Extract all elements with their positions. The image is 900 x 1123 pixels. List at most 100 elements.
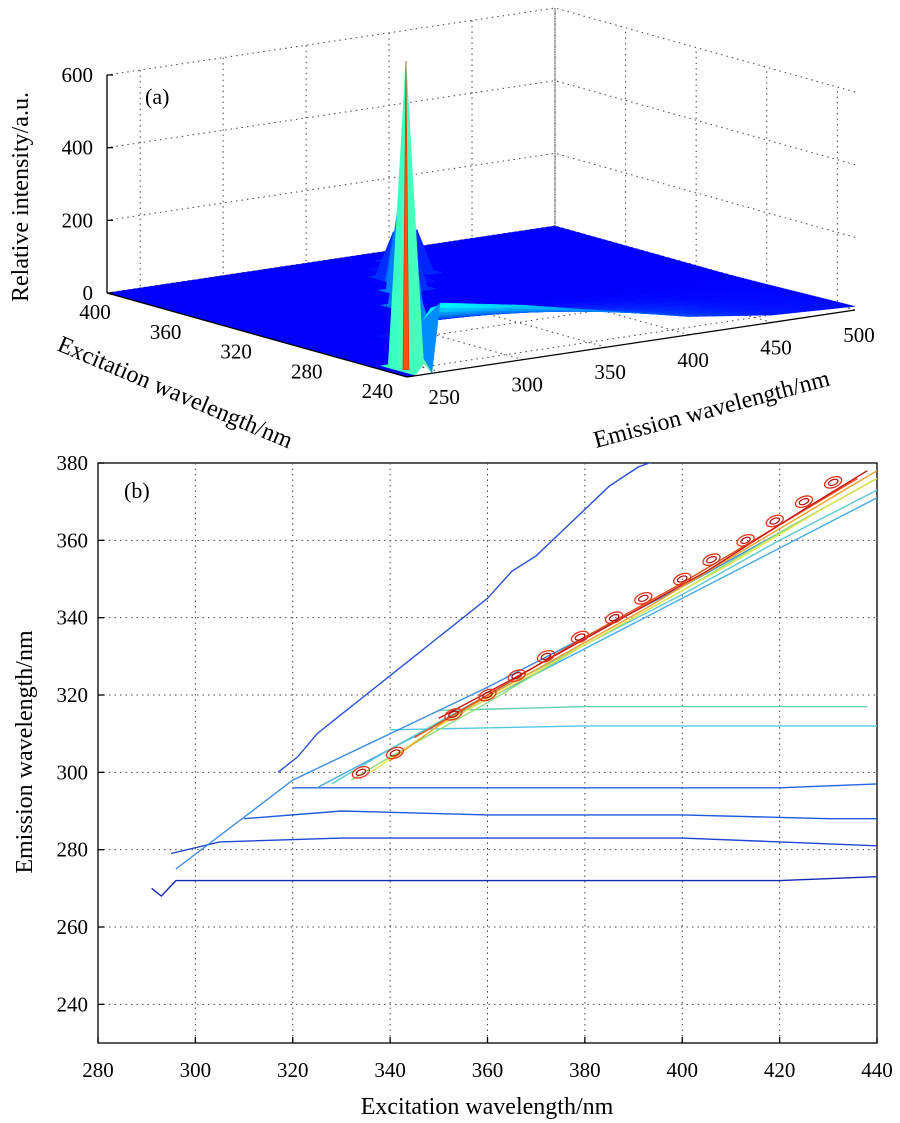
contour-line-14	[277, 463, 652, 773]
contour-y-tick-0: 240	[57, 992, 89, 1016]
contour-peak-inner-10	[706, 556, 717, 564]
excitation-gridline-4	[389, 87, 838, 373]
contour-x-tick-2: 320	[277, 1058, 309, 1082]
contour-x-tick-7: 420	[764, 1058, 796, 1082]
emission-tick-1: 300	[511, 373, 543, 397]
contour-x-tick-5: 380	[569, 1058, 601, 1082]
excitation-tick-0: 400	[79, 300, 111, 324]
excitation-axis-line	[106, 292, 408, 378]
contour-peak-outer-14	[823, 475, 843, 489]
contour-line-4	[390, 725, 877, 731]
excitation-axis-label-a: Excitation wavelength/nm	[54, 332, 297, 455]
emission-tick-5: 500	[843, 323, 875, 347]
contour-x-tick-8: 440	[861, 1058, 893, 1082]
contour-peak-inner-0	[355, 768, 367, 776]
contour-line-5	[438, 705, 868, 712]
contour-peak-outer-7	[604, 611, 624, 625]
contour-peak-inner-1	[389, 749, 401, 757]
emission-gridline-5	[554, 8, 856, 311]
contour-peak-outer-2	[444, 707, 463, 721]
emission-gridline-2	[305, 45, 607, 348]
contour-peak-inner-7	[608, 614, 620, 622]
z-tick-0: 0	[83, 281, 94, 305]
z-tick-1: 200	[62, 208, 94, 232]
emission-tick-0: 250	[428, 385, 460, 409]
surface-gridlines	[106, 7, 856, 373]
emission-gridline-3	[388, 32, 690, 336]
contour-peak-outer-10	[702, 553, 721, 567]
contour-peak-inner-2	[448, 710, 459, 718]
excitation-tick-2: 320	[220, 340, 252, 364]
contour-y-tick-1: 260	[57, 915, 89, 939]
emission-axis-label-a: Emission wavelength/nm	[591, 366, 833, 454]
contour-peak-outer-13	[794, 495, 814, 509]
contour-peak-inner-13	[798, 498, 810, 506]
contour-y-tick-2: 280	[57, 838, 89, 862]
z-gridline-3	[106, 7, 856, 93]
contour-line-1	[170, 837, 877, 855]
scatter-spike	[402, 60, 410, 370]
contour-y-axis-label: Emission wavelength/nm	[12, 630, 38, 874]
contour-lines	[151, 463, 877, 898]
contour-peak-inner-6	[574, 633, 586, 641]
contour-lines-group	[151, 463, 877, 898]
contour-y-tick-3: 300	[57, 760, 89, 784]
contour-chart-b: 280 300 320 340 360 380 400 420 440 240 260 280 300 3…	[12, 451, 893, 1120]
contour-plot-area	[97, 462, 878, 1044]
contour-peak-inner-3	[482, 691, 493, 699]
contour-peak-outer-8	[634, 591, 653, 605]
emission-tick-4: 450	[760, 335, 792, 359]
excitation-tick-3: 280	[291, 359, 323, 383]
panel-label-b: (b)	[124, 478, 150, 503]
surface-chart-a: 0 200 400 600 400 360 320 280 240 250 300 350 400 450…	[8, 7, 875, 455]
contour-peak-inner-4	[511, 672, 523, 680]
contour-x-tick-6: 400	[667, 1058, 699, 1082]
contour-x-tick-0: 280	[82, 1058, 114, 1082]
emission-gridline-0	[139, 70, 441, 373]
contour-peak-outer-4	[507, 669, 526, 683]
z-gridline-2	[106, 80, 856, 166]
contour-peak-inner-14	[827, 478, 839, 486]
emission-gridline-4	[471, 20, 773, 323]
emission-axis-line	[406, 309, 856, 378]
contour-y-tick-4: 320	[57, 683, 89, 707]
contour-line-3	[292, 783, 877, 789]
contour-line-2	[244, 810, 877, 820]
emission-gridline-1	[222, 57, 524, 361]
z-gridline-1	[106, 152, 856, 238]
contour-tick-labels: 280 300 320 340 360 380 400 420 440 240 260 280 300 3…	[57, 451, 893, 1082]
excitation-tick-1: 360	[150, 320, 182, 344]
contour-y-tick-6: 360	[57, 528, 89, 552]
z-tick-2: 400	[62, 136, 94, 160]
contour-peak-outer-9	[673, 572, 692, 586]
contour-line-13	[438, 470, 868, 719]
panel-label-a: (a)	[145, 84, 169, 109]
surface-plot	[106, 60, 856, 378]
contour-peak-outer-1	[385, 746, 405, 760]
contour-peak-outer-11	[736, 533, 755, 547]
contour-peak-inner-8	[637, 594, 649, 602]
contour-gridlines	[97, 462, 878, 1043]
contour-line-0	[151, 876, 877, 898]
surface-axes	[106, 74, 856, 378]
contour-x-axis-label: Excitation wavelength/nm	[361, 1094, 614, 1120]
contour-y-tick-5: 340	[57, 606, 89, 630]
contour-peak-outer-0	[351, 765, 371, 779]
emission-tick-2: 350	[594, 360, 626, 384]
contour-peak-inner-11	[740, 536, 751, 544]
contour-x-tick-4: 360	[472, 1058, 504, 1082]
z-axis-label: Relative intensity/a.u.	[8, 92, 34, 302]
contour-peak-inner-9	[676, 575, 688, 583]
contour-x-tick-3: 340	[374, 1058, 406, 1082]
surface-tick-labels: 0 200 400 600 400 360 320 280 240 250 300 350 400 450…	[62, 63, 875, 409]
emission-tick-3: 400	[677, 348, 709, 372]
contour-y-tick-7: 380	[57, 451, 89, 475]
contour-peak-outer-3	[478, 688, 497, 702]
contour-peak-outer-12	[765, 514, 784, 528]
contour-peak-outer-6	[570, 630, 590, 644]
contour-peak-outer-5	[536, 649, 556, 663]
contour-peak-inner-5	[540, 652, 552, 660]
contour-x-tick-1: 300	[180, 1058, 212, 1082]
contour-peak-inner-12	[769, 517, 781, 525]
